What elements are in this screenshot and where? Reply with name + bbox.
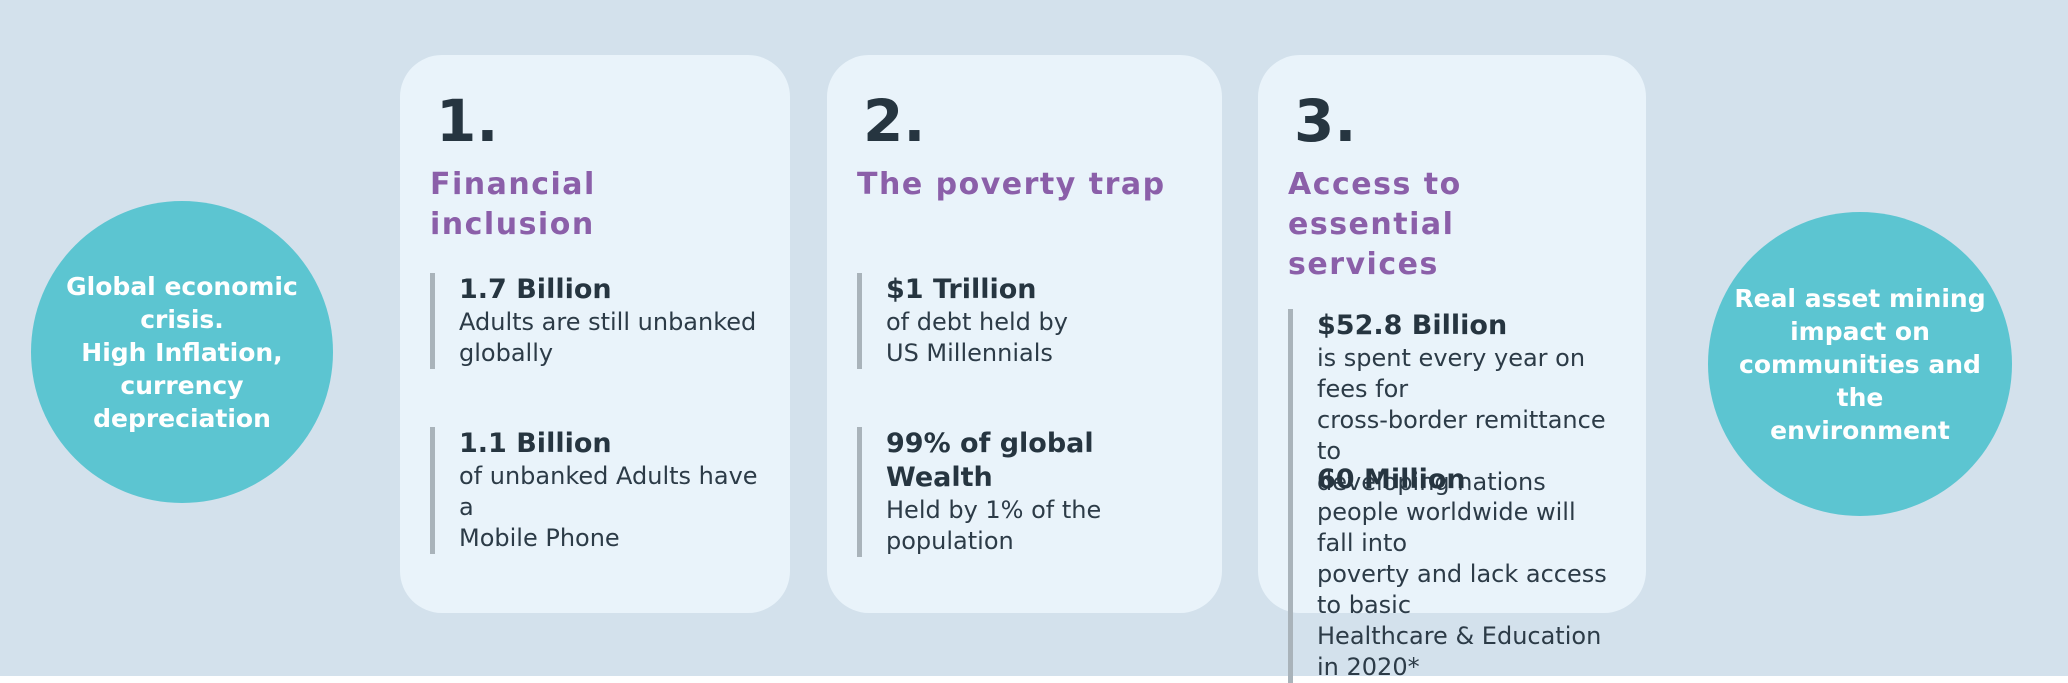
card-financial-inclusion: 1. Financial inclusion 1.7 Billion Adult… (400, 55, 790, 613)
stat-unbanked-mobile-phone: 1.1 Billion of unbanked Adults have a Mo… (430, 427, 760, 554)
card-title-wrap: The poverty trap (857, 165, 1192, 249)
stat-millennial-debt: $1 Trillion of debt held by US Millennia… (857, 273, 1192, 369)
card-essential-services: 3. Access to essential services $52.8 Bi… (1258, 55, 1646, 683)
left-circle-text: Global economic crisis. High Inflation, … (66, 271, 298, 433)
stat-unbanked-adults: 1.7 Billion Adults are still unbanked gl… (430, 273, 760, 369)
stat-value: 1.1 Billion (459, 428, 612, 459)
stat-description: of unbanked Adults have a Mobile Phone (459, 462, 758, 552)
stat-slot: 60 Million people worldwide will fall in… (1288, 463, 1616, 683)
stat-slot: 99% of global Wealth Held by 1% of the p… (857, 427, 1192, 581)
card-title-poverty-trap: The poverty trap (857, 167, 1166, 202)
stat-remittance-fees: $52.8 Billion is spent every year on fee… (1288, 309, 1616, 498)
stat-value: $1 Trillion (886, 274, 1037, 305)
stat-value: 60 Million (1317, 464, 1466, 495)
stat-value: 1.7 Billion (459, 274, 612, 305)
stat-description: is spent every year on fees for cross-bo… (1317, 344, 1606, 496)
card-title-wrap: Financial inclusion (430, 165, 760, 249)
card-number-1: 1. (436, 87, 499, 155)
stat-slot: $1 Trillion of debt held by US Millennia… (857, 273, 1192, 427)
card-number-2: 2. (863, 87, 926, 155)
card-number-3: 3. (1294, 87, 1357, 155)
stat-slot: 1.7 Billion Adults are still unbanked gl… (430, 273, 760, 427)
right-teal-circle: Real asset mining impact on communities … (1708, 212, 2012, 516)
card-title-financial-inclusion: Financial inclusion (430, 167, 596, 242)
card-title-essential-services: Access to essential services (1288, 167, 1462, 282)
stat-value: 99% of global Wealth (886, 428, 1094, 493)
stat-slot: 1.1 Billion of unbanked Adults have a Mo… (430, 427, 760, 581)
left-teal-circle: Global economic crisis. High Inflation, … (31, 201, 333, 503)
stat-poverty-healthcare: 60 Million people worldwide will fall in… (1288, 463, 1616, 683)
stat-value: $52.8 Billion (1317, 310, 1508, 341)
stat-description: Adults are still unbanked globally (459, 308, 757, 367)
right-circle-text: Real asset mining impact on communities … (1734, 283, 1986, 445)
card-poverty-trap: 2. The poverty trap $1 Trillion of debt … (827, 55, 1222, 613)
stat-description: Held by 1% of the population (886, 496, 1102, 555)
stat-description: people worldwide will fall into poverty … (1317, 498, 1607, 681)
stat-description: of debt held by US Millennials (886, 308, 1068, 367)
stat-global-wealth: 99% of global Wealth Held by 1% of the p… (857, 427, 1192, 557)
stat-slot: $52.8 Billion is spent every year on fee… (1288, 309, 1616, 498)
card-title-wrap: Access to essential services (1288, 165, 1616, 285)
